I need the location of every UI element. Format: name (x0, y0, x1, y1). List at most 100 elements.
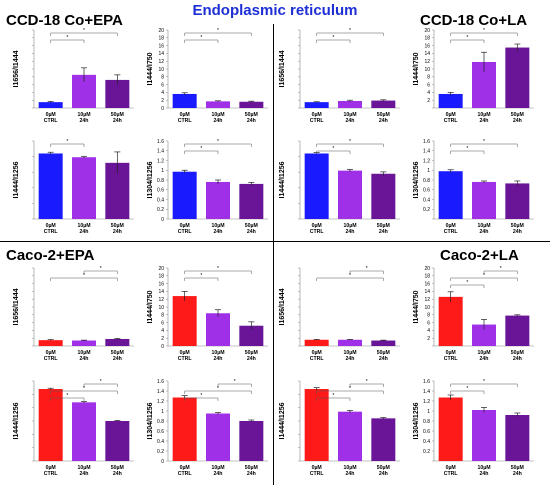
category-label: 50µM (245, 223, 258, 229)
y-tick-label: 10 (424, 67, 430, 73)
y-tick-label: 1.4 (423, 389, 430, 395)
y-tick-label: 1.2 (423, 399, 430, 405)
significance-bracket (184, 390, 252, 394)
y-tick-label: 2 (427, 336, 430, 342)
y-tick-label: 6 (161, 320, 164, 326)
bar (505, 183, 530, 219)
significance-bracket (184, 270, 252, 274)
significance-bracket (483, 270, 518, 274)
y-tick-label: 14 (158, 51, 164, 57)
y-tick-label: 10 (424, 305, 430, 311)
significance-bracket (217, 383, 252, 387)
category-label: CTRL (444, 356, 459, 362)
y-tick-label: 20 (158, 28, 164, 34)
bar (38, 153, 63, 219)
category-label: 24h (480, 356, 489, 362)
y-tick-label: 1.6 (423, 139, 430, 145)
category-label: 50µM (377, 112, 390, 118)
y-tick-label: 18 (424, 36, 430, 42)
significance-bracket (184, 150, 219, 154)
bar (304, 153, 329, 219)
category-label: CTRL (44, 118, 59, 124)
y-tick-label: 10 (158, 67, 164, 73)
significance-star: * (83, 28, 85, 34)
bar (472, 181, 496, 219)
category-label: 50µM (111, 350, 124, 356)
y-tick-label: 0.8 (423, 419, 430, 425)
y-tick-label: 6 (427, 82, 430, 88)
category-label: 24h (346, 356, 355, 362)
bar (105, 338, 130, 346)
bar (172, 93, 197, 108)
category-label: 24h (80, 118, 89, 124)
y-axis-label: I1304/I1256 (147, 402, 154, 439)
chart-panel-12: 2468101214161820I1444/I7500µMCTRL10µM24h… (413, 266, 534, 362)
significance-star: * (100, 379, 102, 385)
y-tick-label: 1.6 (157, 379, 164, 385)
significance-bracket (316, 150, 351, 154)
bar (239, 101, 264, 108)
category-label: 24h (247, 356, 256, 362)
category-label: 24h (247, 471, 256, 477)
category-label: 0µM (312, 223, 322, 229)
y-tick-label: 20 (158, 266, 164, 272)
y-axis-label: I1656/I1444 (279, 288, 286, 325)
significance-bracket (184, 277, 219, 281)
y-tick-label: 6 (427, 320, 430, 326)
significance-star: * (217, 266, 219, 272)
bar (338, 411, 362, 461)
category-label: 24h (80, 229, 89, 235)
significance-bracket (450, 143, 518, 147)
bar (371, 100, 396, 108)
category-label: 10µM (343, 112, 356, 118)
category-label: 24h (513, 356, 522, 362)
significance-star: * (466, 146, 468, 152)
bar (172, 171, 197, 219)
y-tick-label: 18 (158, 274, 164, 280)
category-label: 10µM (77, 465, 90, 471)
bar (438, 397, 463, 461)
significance-bracket (450, 383, 518, 387)
figure-title: Endoplasmic reticulum (192, 2, 358, 19)
category-label: 50µM (377, 223, 390, 229)
vertical-divider (273, 24, 274, 485)
y-tick-label: 1.4 (423, 149, 430, 155)
category-label: 10µM (477, 465, 490, 471)
significance-bracket (349, 270, 384, 274)
significance-star: * (349, 139, 351, 145)
y-tick-label: 0.8 (423, 178, 430, 184)
y-tick-label: 0.4 (157, 439, 164, 445)
category-label: 0µM (180, 350, 190, 356)
category-label: 24h (214, 471, 223, 477)
y-axis-label: I1304/I1256 (413, 161, 420, 198)
y-tick-label: 2 (427, 98, 430, 104)
chart-panel-10: 02468101214161820I1444/I7500µMCTRL10µM24… (147, 266, 268, 362)
bar (72, 402, 96, 461)
significance-bracket (450, 32, 518, 36)
category-label: 50µM (511, 223, 524, 229)
category-label: 10µM (211, 350, 224, 356)
significance-star: * (483, 139, 485, 145)
significance-bracket (316, 390, 384, 394)
y-tick-label: 1.6 (423, 379, 430, 385)
significance-star: * (217, 386, 219, 392)
y-tick-label: 18 (424, 274, 430, 280)
y-tick-label: 1 (427, 168, 430, 174)
category-label: 24h (480, 118, 489, 124)
category-label: 10µM (77, 223, 90, 229)
y-axis-label: I1656/I1444 (279, 50, 286, 87)
category-label: 24h (247, 229, 256, 235)
y-axis-label: I1656/I1444 (13, 288, 20, 325)
category-label: 10µM (477, 112, 490, 118)
category-label: 24h (80, 356, 89, 362)
significance-star: * (366, 379, 368, 385)
y-tick-label: 0.6 (157, 429, 164, 435)
bar (105, 421, 130, 461)
significance-star: * (466, 35, 468, 41)
significance-star: * (349, 386, 351, 392)
significance-bracket (450, 390, 485, 394)
